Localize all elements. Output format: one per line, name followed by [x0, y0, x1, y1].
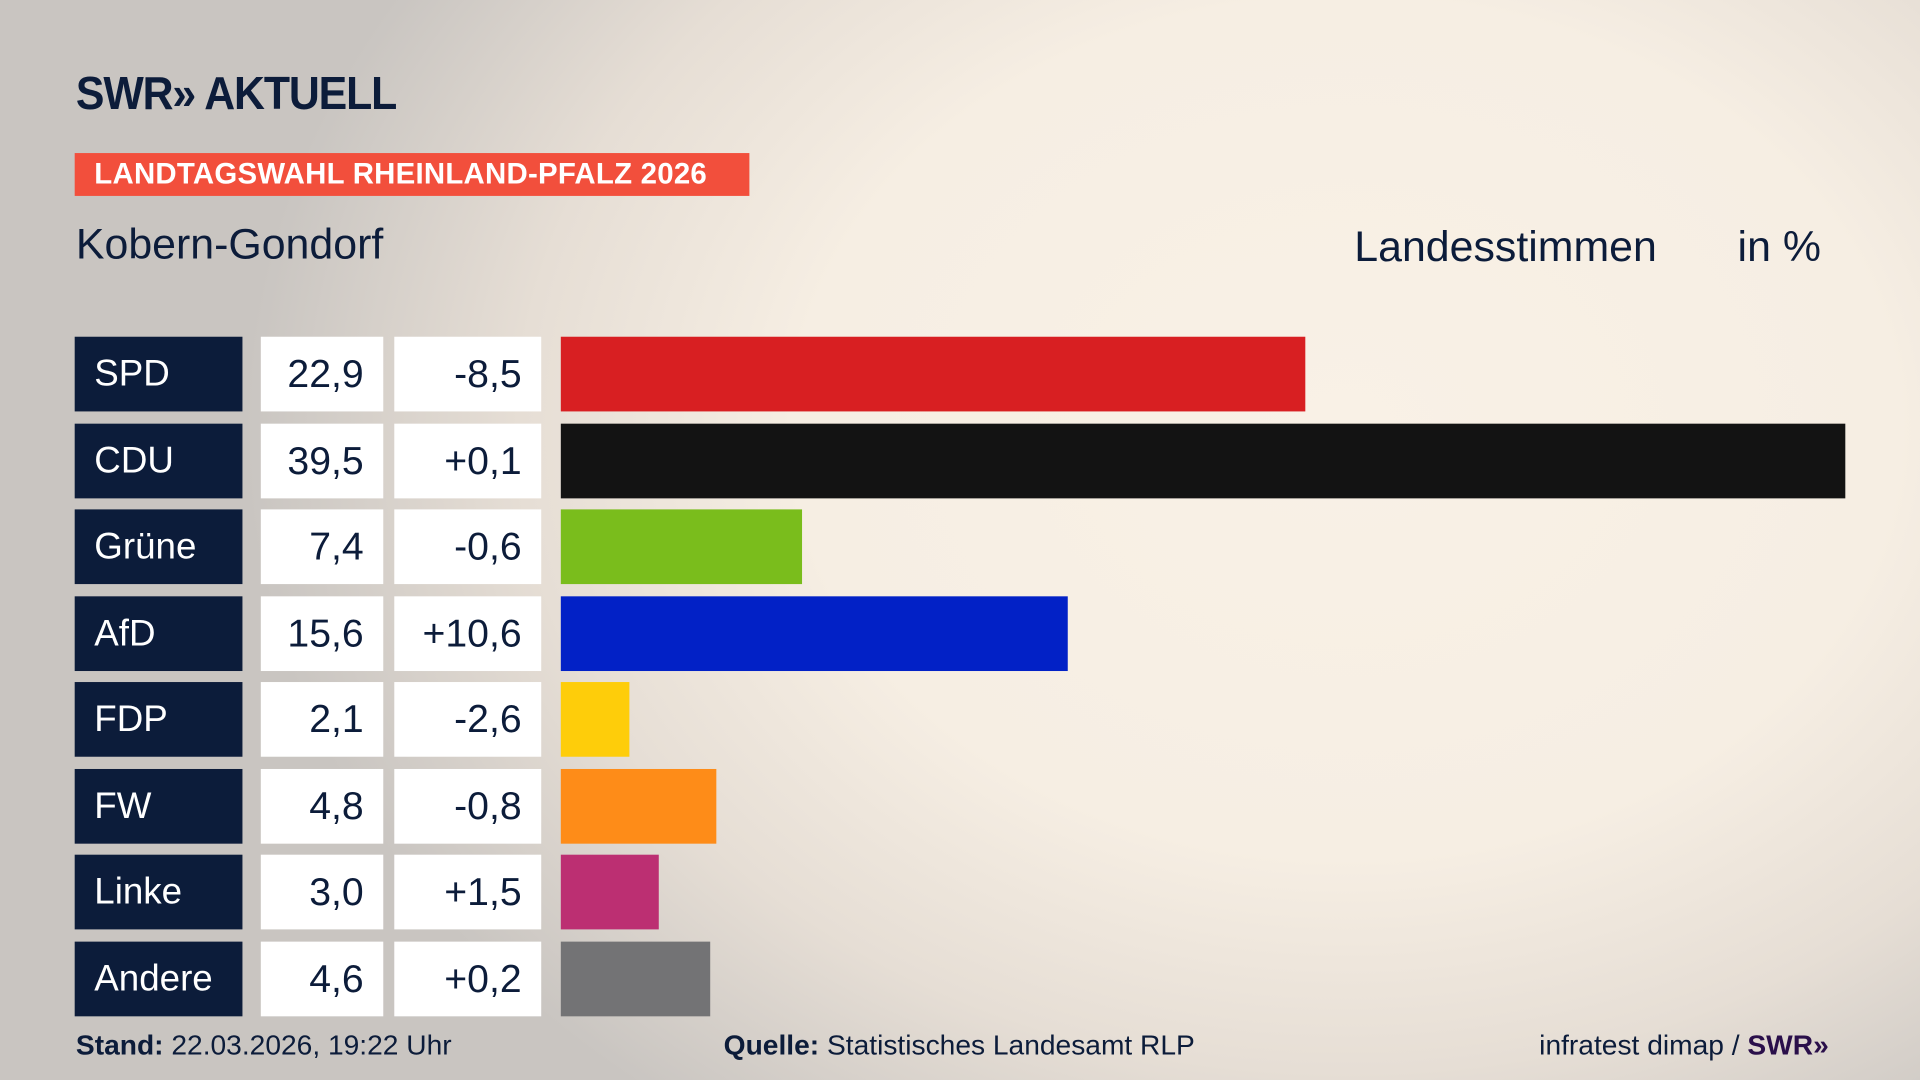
municipality-title: Kobern-Gondorf: [75, 220, 384, 269]
swr-logo: SWR»: [1747, 1028, 1829, 1061]
party-bar: [560, 336, 1306, 412]
timestamp: Stand: 22.03.2026, 19:22 Uhr: [76, 1029, 452, 1062]
party-change: +0,2: [394, 941, 542, 1016]
party-value: 4,8: [260, 768, 384, 844]
party-change: +1,5: [394, 854, 542, 930]
party-name: Andere: [74, 941, 243, 1016]
party-row: FW 4,8 -0,8: [0, 768, 1920, 844]
party-row: FDP 2,1 -2,6: [0, 682, 1920, 757]
party-change: -0,6: [394, 509, 542, 585]
party-name: Grüne: [74, 509, 243, 585]
party-value: 15,6: [260, 595, 384, 671]
unit-label: in %: [1737, 222, 1821, 271]
stand-label: Stand:: [75, 1028, 164, 1061]
party-bar: [560, 768, 717, 844]
party-change: +10,6: [394, 595, 542, 671]
source-label: Quelle:: [723, 1028, 820, 1061]
party-value: 7,4: [260, 509, 384, 585]
party-bar: [560, 941, 711, 1016]
election-banner: LANDTAGSWAHL RHEINLAND-PFALZ 2026: [74, 153, 750, 196]
party-name: FW: [74, 768, 243, 844]
party-name: CDU: [74, 423, 243, 498]
party-row: SPD 22,9 -8,5: [0, 336, 1920, 412]
party-row: CDU 39,5 +0,1: [0, 423, 1920, 498]
party-value: 22,9: [260, 336, 384, 412]
party-value: 3,0: [260, 854, 384, 930]
party-bar: [560, 509, 802, 585]
party-bar: [560, 595, 1069, 671]
credit-text: infratest dimap /: [1539, 1028, 1740, 1061]
party-name: Linke: [74, 854, 243, 930]
party-value: 39,5: [260, 423, 384, 498]
party-bar: [560, 854, 659, 930]
party-change: -2,6: [394, 682, 542, 757]
party-name: SPD: [74, 336, 243, 412]
party-row: Linke 3,0 +1,5: [0, 854, 1920, 930]
party-row: Grüne 7,4 -0,6: [0, 509, 1920, 585]
party-bar: [560, 423, 1846, 498]
party-change: +0,1: [394, 423, 542, 498]
party-value: 4,6: [260, 941, 384, 1016]
source-value: Statistisches Landesamt RLP: [826, 1028, 1195, 1061]
party-name: FDP: [74, 682, 243, 757]
party-change: -8,5: [394, 336, 542, 412]
party-row: Andere 4,6 +0,2: [0, 941, 1920, 1016]
party-value: 2,1: [260, 682, 384, 757]
stand-value: 22.03.2026, 19:22 Uhr: [171, 1028, 452, 1061]
party-change: -0,8: [394, 768, 542, 844]
swr-aktuell-logo: SWR» AKTUELL: [75, 68, 397, 121]
source: Quelle: Statistisches Landesamt RLP: [724, 1029, 1195, 1062]
measure-label: Landesstimmen: [1354, 222, 1657, 271]
party-row: AfD 15,6 +10,6: [0, 595, 1920, 671]
credit: infratest dimap / SWR»: [1539, 1029, 1829, 1062]
party-bar: [560, 682, 630, 757]
party-name: AfD: [74, 595, 243, 671]
